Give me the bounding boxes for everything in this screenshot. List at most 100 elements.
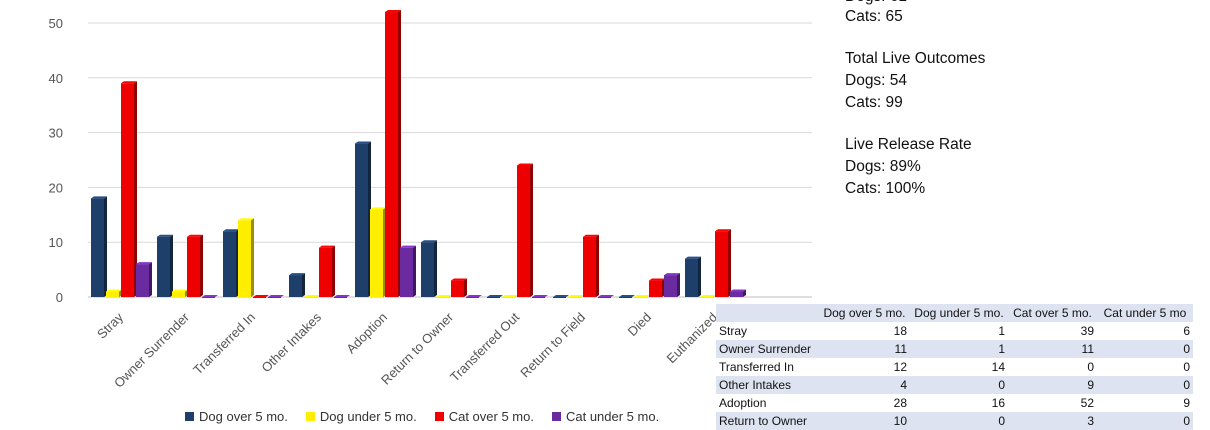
bar-top [400,245,416,248]
bar [649,280,662,297]
bar-top [172,289,188,292]
table-row-label: Other Intakes [719,378,792,392]
table-cell: 0 [1183,360,1190,374]
legend-swatch [434,411,444,421]
table-cell: 14 [991,360,1005,374]
bar [202,297,215,298]
bar-top [157,234,173,237]
bar-top [715,229,731,232]
bar [700,297,713,298]
bar-top [436,295,452,297]
bar [568,297,581,298]
table-cell: 3 [1087,414,1094,428]
table-row-label: Transferred In [719,360,794,374]
bar-side [464,278,467,297]
bar-side [332,245,335,297]
data-table: Dog over 5 mo. Dog under 5 mo. Cat over 5 … [716,304,1193,430]
bar-top [583,234,599,237]
bar [400,247,413,297]
bar-top [553,295,569,297]
bar [172,291,185,297]
bar [157,236,170,297]
table-cell: 9 [1183,396,1190,410]
stats-cats-top: Cats: 65 [845,8,903,25]
bar [715,231,728,297]
bar [436,297,449,298]
bar-side [698,256,701,297]
bar [619,297,632,298]
bar [223,231,236,297]
bar-top [568,295,584,297]
bar-side [743,289,746,297]
x-tick-label: Return to Owner [378,309,457,388]
bar [304,297,317,298]
table-cell: 39 [1080,324,1094,338]
bar-side [596,234,599,297]
bar-top [502,295,518,297]
table-header-cell: Cat over 5 mo. [1013,306,1092,320]
bar-top [319,245,335,248]
bar [106,291,119,297]
bar-side [728,229,731,297]
bar [451,280,464,297]
table-header-row: Dog over 5 mo. Dog under 5 mo. Cat over 5 … [716,304,1193,322]
table-cell: 1 [998,342,1005,356]
legend-swatch [305,411,315,421]
table-cell: 4 [900,378,907,392]
bar [502,297,515,298]
bar [268,297,281,298]
bar-top [121,81,137,84]
legend-item-dog-under: Dog under 5 mo. [305,408,417,424]
bar-side [434,240,437,297]
release-rate-dogs: Dogs: 89% [845,158,921,175]
x-tick-label: Euthanized [664,310,721,367]
legend-label: Cat over 5 mo. [448,408,534,424]
y-tick-label: 50 [49,16,63,31]
bar-top [730,289,746,292]
table-cell: 0 [1087,360,1094,374]
legend-item-cat-over: Cat over 5 mo. [434,408,534,424]
table-cell: 52 [1080,396,1094,410]
y-tick-label: 40 [49,71,63,86]
bar-top [355,141,371,144]
bar-side [530,163,533,297]
bar [466,297,479,298]
legend-label: Dog under 5 mo. [319,408,417,424]
bar [517,165,530,297]
bar [187,236,200,297]
bar-side [200,234,203,297]
bar-top [649,278,665,281]
table-cell: 28 [893,396,907,410]
bar-top [187,234,203,237]
table-cell: 0 [1183,414,1190,428]
bar-side [251,218,254,297]
bar-top [370,207,386,210]
legend-swatch [185,411,194,421]
table-cell: 6 [1183,324,1190,338]
bar [385,12,398,297]
bar-top [421,240,437,243]
bar-side [149,262,152,297]
y-tick-label: 10 [49,235,63,250]
x-tick-label: Transferred In [190,310,258,378]
bar-side [134,81,137,297]
bar [334,297,347,298]
bar-top [223,229,239,232]
table-cell: 0 [998,414,1005,428]
table-row-label: Adoption [719,396,767,410]
legend-label: Dog over 5 mo. [199,408,288,424]
bar-top [91,196,107,199]
table-cell: 16 [991,396,1005,410]
bar [583,236,596,297]
bar [121,83,134,297]
bar [136,264,149,297]
table-cell: 12 [893,360,907,374]
bar-top [532,295,548,297]
table-cell: 10 [893,414,907,428]
bar-top [238,218,254,221]
x-tick-label: Died [625,310,655,340]
bar-side [302,273,305,297]
bar-top [106,289,122,292]
bar [634,297,647,298]
bar [319,247,332,297]
